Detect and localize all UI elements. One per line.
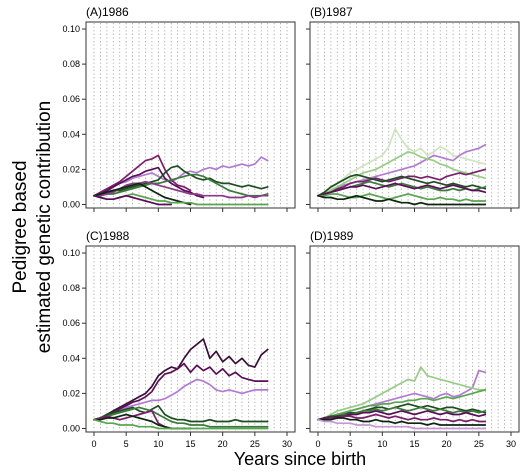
y-tick-label: 0.06: [62, 94, 80, 104]
panel-1: (A)1986 0.00 0.02 0.04 0.06 0.08 0.10: [62, 5, 296, 212]
panel-4: (D)1989 0 5 10 15 20 25 30: [306, 229, 520, 449]
panel-frame: [85, 245, 296, 433]
panel-frame: [85, 21, 296, 209]
x-tick-label: 15: [185, 439, 195, 449]
y-tick-label: 0.08: [62, 283, 80, 293]
x-tick-label: 15: [409, 439, 419, 449]
x-tick-label: 20: [442, 439, 452, 449]
panel-frame: [309, 245, 520, 433]
panel-title: (A)1986: [86, 5, 129, 19]
series-line-7: [93, 182, 192, 206]
series-line-2: [317, 143, 487, 197]
series-line-2: [93, 154, 192, 197]
x-tick-label: 25: [250, 439, 260, 449]
series-line-4: [93, 404, 269, 423]
series-line-3: [93, 166, 205, 199]
y-tick-label: 0.00: [62, 199, 80, 209]
y-axis-label-line1: Pedigree based: [10, 160, 31, 293]
panel-2: (B)1987: [306, 5, 520, 212]
series-line-8: [317, 193, 487, 202]
y-tick-label: 0.10: [62, 24, 80, 34]
panels: (A)1986 0.00 0.02 0.04 0.06 0.08 0.10 (B)1987 (C…: [62, 5, 520, 449]
panel-title: (C)1988: [86, 229, 130, 243]
series-line-8: [317, 417, 487, 426]
series-line-4: [93, 165, 269, 197]
series-line-3: [93, 378, 269, 421]
series-line-4: [317, 168, 487, 197]
x-tick-label: 5: [348, 439, 353, 449]
x-tick-label: 5: [124, 439, 129, 449]
y-tick-label: 0.00: [62, 423, 80, 433]
y-tick-label: 0.06: [62, 318, 80, 328]
series-line-5: [317, 173, 487, 197]
x-tick-label: 30: [506, 439, 516, 449]
series-line-2: [93, 362, 269, 421]
y-tick-label: 0.04: [62, 129, 80, 139]
series-line-8: [93, 418, 269, 430]
series-line-3: [317, 389, 487, 421]
series-line-3: [317, 150, 487, 197]
y-tick-label: 0.10: [62, 248, 80, 258]
series-line-9: [317, 194, 487, 206]
panel-3: (C)1988 0.00 0.02 0.04 0.06 0.08 0.10 0 5 10 15 20 2…: [62, 229, 296, 449]
x-tick-label: 0: [91, 439, 96, 449]
series-line-8: [93, 193, 269, 206]
panel-title: (B)1987: [310, 5, 353, 19]
series-line-5: [93, 173, 269, 197]
y-tick-label: 0.04: [62, 353, 80, 363]
series-line-9: [317, 418, 487, 430]
series-line-7: [317, 413, 487, 423]
x-tick-label: 10: [377, 439, 387, 449]
x-tick-label: 10: [153, 439, 163, 449]
series-line-5: [317, 406, 487, 421]
y-axis-label-line2: estimated genetic contribution: [34, 101, 55, 353]
series-line-9: [93, 194, 173, 206]
series-line-5: [93, 406, 269, 428]
y-tick-label: 0.08: [62, 59, 80, 69]
x-tick-label: 30: [282, 439, 292, 449]
x-axis-label: Years since birth: [234, 449, 366, 469]
x-tick-label: 0: [315, 439, 320, 449]
series-line-2: [317, 366, 487, 421]
x-tick-label: 25: [474, 439, 484, 449]
series-line-1: [93, 338, 269, 421]
y-tick-label: 0.02: [62, 164, 80, 174]
y-tick-label: 0.02: [62, 388, 80, 398]
x-tick-label: 20: [218, 439, 228, 449]
panel-title: (D)1989: [310, 229, 354, 243]
series-line-7: [317, 182, 487, 197]
